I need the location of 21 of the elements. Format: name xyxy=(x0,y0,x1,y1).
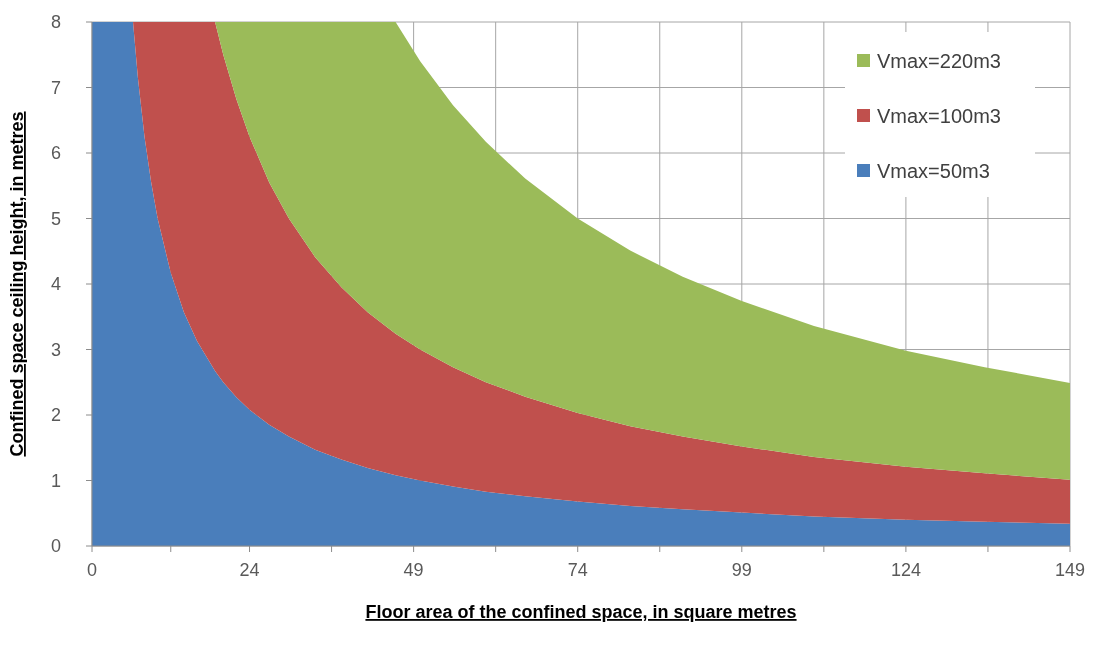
x-tick-label: 0 xyxy=(86,560,98,580)
x-axis-title: Floor area of the confined space, in square metres xyxy=(365,602,797,622)
legend-label: Vmax=100m3 xyxy=(877,105,1001,127)
y-tick-label: 7 xyxy=(50,77,62,98)
x-tick-label: 149 xyxy=(1054,560,1086,580)
y-tick-label: 1 xyxy=(50,470,62,491)
legend-label: Vmax=50m3 xyxy=(877,160,990,182)
x-tick-label: 24 xyxy=(239,560,260,580)
x-tick-label: 124 xyxy=(890,560,921,580)
y-tick-label: 3 xyxy=(50,339,62,360)
x-tick-label: 99 xyxy=(731,560,752,580)
y-tick-label: 0 xyxy=(50,536,62,557)
legend-label: Vmax=220m3 xyxy=(877,50,1001,72)
x-tick-label: 74 xyxy=(567,560,588,580)
y-tick-label: 8 xyxy=(50,12,62,33)
y-tick-label: 5 xyxy=(50,208,62,229)
y-tick-label: 4 xyxy=(50,274,62,295)
y-axis-title: Confined space ceiling height, in metres xyxy=(7,111,27,457)
y-tick-label: 2 xyxy=(50,405,62,426)
y-tick-label: 6 xyxy=(50,143,62,164)
x-tick-label: 49 xyxy=(403,560,424,580)
